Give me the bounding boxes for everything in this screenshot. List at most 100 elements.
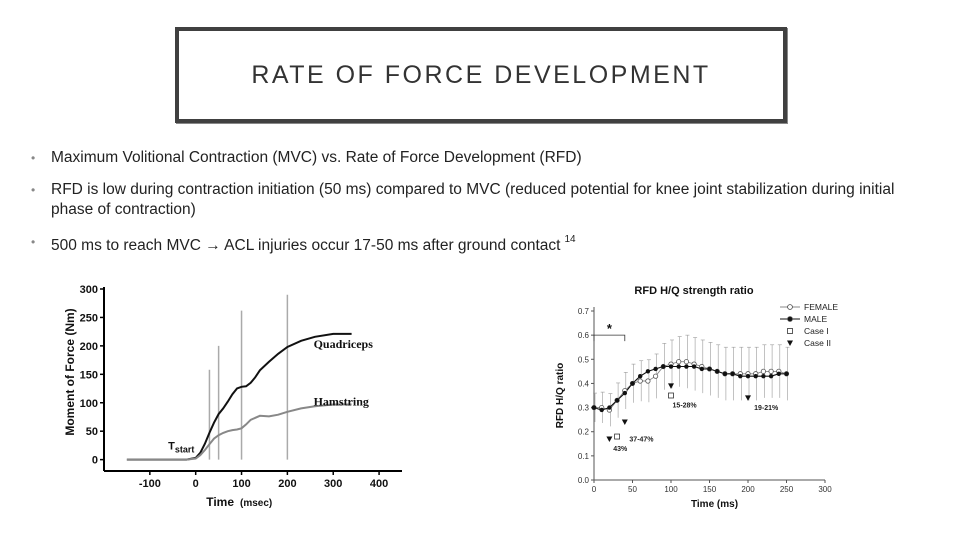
bullet-marker: •: [31, 183, 36, 197]
male-point: [599, 407, 604, 413]
moment-of-force-chart: 0 50 100 150 200 250 300 -100 0 100 200 300 400 Quadr…: [62, 281, 408, 509]
male-point: [591, 405, 597, 410]
legend-label: MALE: [804, 314, 827, 324]
bullet-item: • 500 ms to reach MVC → ACL injuries occ…: [30, 232, 910, 256]
case2-point: [621, 419, 628, 426]
case2-point: [745, 395, 751, 401]
bullet-item: • Maximum Volitional Contraction (MVC) v…: [30, 148, 910, 168]
y-tick-label: 0.1: [578, 452, 590, 461]
female-point: [653, 373, 659, 379]
series-line-quadriceps: [126, 332, 352, 461]
male-point: [738, 373, 743, 379]
series-label: Hamstring: [314, 394, 369, 408]
arrow-icon: →: [205, 237, 221, 255]
male-point: [753, 373, 758, 379]
male-point: [607, 405, 612, 410]
legend-open-circle-icon: [787, 304, 793, 310]
male-point: [722, 371, 728, 376]
y-tick-label: 50: [86, 426, 98, 438]
x-tick-label: 0: [592, 485, 597, 494]
female-point: [760, 368, 766, 374]
y-axis-label: RFD H/Q ratio: [555, 363, 566, 429]
male-point: [630, 381, 635, 386]
slide-title: RATE OF FORCE DEVELOPMENT: [251, 60, 711, 89]
bullet-list: • Maximum Volitional Contraction (MVC) v…: [30, 148, 910, 268]
significance-bracket: [593, 334, 626, 342]
male-point: [653, 366, 658, 372]
y-tick-label: 200: [80, 341, 98, 353]
x-tick-label: -100: [139, 478, 161, 490]
chart-title: RFD H/Q strength ratio: [634, 285, 753, 297]
male-point: [691, 364, 697, 369]
x-tick-label: 0: [193, 478, 199, 490]
x-tick-label: 50: [628, 485, 637, 494]
female-point: [768, 368, 774, 374]
y-tick-label: 0.0: [578, 476, 590, 485]
bullet-text: RFD is low during contraction initiation…: [51, 181, 895, 218]
x-tick-label: 300: [324, 478, 342, 490]
male-point: [614, 398, 620, 403]
significance-star: *: [607, 321, 613, 336]
x-tick-label: 400: [370, 478, 388, 490]
tstart-annotation: Tstart: [168, 440, 194, 454]
y-tick-label: 0.4: [578, 379, 590, 388]
male-point: [676, 364, 681, 369]
y-tick-label: 150: [80, 369, 98, 381]
y-tick-label: 250: [80, 312, 98, 324]
reference-superscript: 14: [564, 234, 576, 245]
y-tick-label: 0.3: [578, 404, 590, 413]
x-tick-label: 250: [780, 485, 794, 494]
female-point: [676, 359, 682, 365]
bullet-text: Maximum Volitional Contraction (MVC) vs.…: [51, 149, 582, 166]
male-point: [668, 364, 674, 369]
percent-annotation: 19-21%: [754, 405, 779, 412]
male-point: [684, 364, 689, 369]
male-point: [645, 369, 651, 374]
x-tick-label: 100: [232, 478, 250, 490]
male-point: [715, 369, 720, 374]
y-tick-label: 0.2: [578, 428, 590, 437]
y-tick-label: 300: [80, 284, 98, 296]
y-tick-label: 0: [92, 455, 98, 467]
x-tick-label: 100: [664, 485, 678, 494]
male-point: [784, 371, 789, 376]
tstart-subscript: start: [175, 444, 195, 454]
male-point: [638, 373, 643, 379]
male-point: [661, 364, 666, 369]
x-axis-label: Time: [206, 495, 234, 509]
percent-annotation: 43%: [613, 446, 628, 453]
legend-filled-circle-icon: [787, 316, 793, 322]
male-point: [730, 371, 735, 376]
bullet-marker: •: [31, 151, 36, 165]
x-axis-label: Time (ms): [691, 499, 738, 510]
bullet-item: • RFD is low during contraction initiati…: [30, 180, 910, 220]
female-point: [683, 359, 689, 365]
percent-annotation: 37-47%: [629, 436, 654, 443]
y-tick-label: 100: [80, 398, 98, 410]
bullet-text-after: ACL injuries occur 17-50 ms after ground…: [224, 237, 561, 255]
y-tick-label: 0.5: [578, 355, 590, 364]
title-box: RATE OF FORCE DEVELOPMENT: [175, 27, 787, 123]
male-point: [768, 373, 774, 379]
case2-point: [668, 383, 674, 389]
male-point: [622, 390, 627, 396]
y-tick-label: 0.6: [578, 331, 590, 340]
case2-point: [606, 436, 613, 442]
male-point: [761, 373, 766, 379]
rfd-hq-ratio-chart: RFD H/Q strength ratio 0.0 0.1 0.2 0.3 0.4 0.5…: [554, 281, 861, 511]
bullet-marker: •: [31, 235, 36, 249]
legend-label: Case I: [804, 326, 829, 336]
percent-annotation: 15-28%: [673, 403, 698, 410]
case1-point: [668, 392, 674, 399]
bullet-text-before: 500 ms to reach MVC: [51, 237, 201, 255]
x-axis-unit: (msec): [240, 498, 272, 509]
female-point: [645, 378, 651, 384]
legend-square-icon: [787, 328, 793, 334]
x-tick-label: 300: [818, 485, 832, 494]
y-tick-label: 0.7: [578, 307, 590, 316]
y-axis-label: Moment of Force (Nm): [63, 308, 77, 435]
x-tick-label: 200: [741, 485, 755, 494]
x-tick-label: 150: [703, 485, 717, 494]
male-point: [699, 366, 704, 372]
legend-label: Case II: [804, 338, 831, 348]
